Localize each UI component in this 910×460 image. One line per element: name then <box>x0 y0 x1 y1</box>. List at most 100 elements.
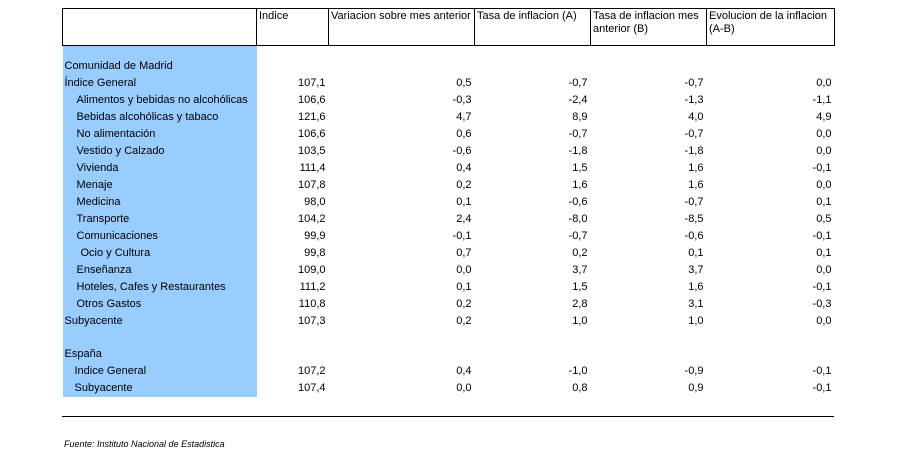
row-label: No alimentación <box>62 126 257 143</box>
evolucion-value: -1,1 <box>812 94 832 106</box>
tasa-a-value: -0,7 <box>568 230 588 242</box>
table-row: Transporte 104,2 2,4 -8,0 -8,5 0,5 <box>62 211 835 228</box>
tasa-a-value: 2,8 <box>572 298 588 310</box>
tasa-b-value: -0,9 <box>684 365 704 377</box>
spacer-row <box>62 45 835 58</box>
variacion-value: 0,1 <box>456 196 472 208</box>
section-title-row: España <box>62 346 835 363</box>
table-bottom-rule <box>62 416 834 417</box>
indice-value: 98,0 <box>304 196 326 208</box>
tasa-b-value: 4,0 <box>688 111 704 123</box>
indice-value: 109,0 <box>297 264 326 276</box>
tasa-a-value: 1,6 <box>572 179 588 191</box>
evolucion-value: 4,9 <box>816 111 832 123</box>
table-row: Enseñanza 109,0 0,0 3,7 3,7 0,0 <box>62 262 835 279</box>
evolucion-value: -0,1 <box>812 162 832 174</box>
table-row: Bebidas alcohólicas y tabaco 121,6 4,7 8,9 4… <box>62 109 835 126</box>
row-label: Vivienda <box>62 160 257 177</box>
header-evolucion: Evolucion de la inflacion (A-B) <box>706 8 835 46</box>
table-row: No alimentación 106,6 0,6 -0,7 -0,7 0,0 <box>62 126 835 143</box>
variacion-value: 2,4 <box>456 213 472 225</box>
evolucion-value: 0,0 <box>816 264 832 276</box>
indice-value: 107,1 <box>297 77 326 89</box>
evolucion-value: 0,0 <box>816 128 832 140</box>
evolucion-value: -0,1 <box>812 382 832 394</box>
variacion-value: 0,1 <box>456 281 472 293</box>
tasa-b-value: -8,5 <box>684 213 704 225</box>
row-label: Indice General <box>62 363 257 380</box>
row-label: Vestido y Calzado <box>62 143 257 160</box>
header-row: Indice Variacion sobre mes anterior Tasa… <box>62 8 835 46</box>
tasa-a-value: 0,8 <box>572 382 588 394</box>
indice-value: 111,2 <box>299 281 326 293</box>
variacion-value: 4,7 <box>456 111 472 123</box>
table-row: Alimentos y bebidas no alcohólicas 106,6 -… <box>62 92 835 109</box>
table-row: Otros Gastos 110,8 0,2 2,8 3,1 -0,3 <box>62 296 835 313</box>
evolucion-value: -0,1 <box>812 365 832 377</box>
variacion-value: 0,0 <box>456 264 472 276</box>
table-row: Menaje 107,8 0,2 1,6 1,6 0,0 <box>62 177 835 194</box>
header-tasa-b: Tasa de inflacion mes anterior (B) <box>590 8 707 46</box>
row-label: Subyacente <box>62 380 257 397</box>
table-row: Vestido y Calzado 103,5 -0,6 -1,8 -1,8 0,0 <box>62 143 835 160</box>
spacer-row <box>62 330 835 346</box>
table-row: Subyacente 107,3 0,2 1,0 1,0 0,0 <box>62 313 835 330</box>
table-row: Índice General 107,1 0,5 -0,7 -0,7 0,0 <box>62 75 835 92</box>
header-blank-cell <box>62 8 257 46</box>
evolucion-value: -0,1 <box>812 281 832 293</box>
row-label: Menaje <box>62 177 257 194</box>
evolucion-value: 0,0 <box>816 145 832 157</box>
tasa-b-value: -0,6 <box>684 230 704 242</box>
section-title-madrid: Comunidad de Madrid <box>62 58 257 75</box>
evolucion-value: 0,1 <box>816 247 832 259</box>
variacion-value: 0,0 <box>456 382 472 394</box>
row-label: Índice General <box>62 75 257 92</box>
row-label: Enseñanza <box>62 262 257 279</box>
tasa-b-value: 0,9 <box>688 382 704 394</box>
indice-value: 106,6 <box>297 94 326 106</box>
variacion-value: 0,4 <box>456 365 472 377</box>
evolucion-value: -0,1 <box>812 230 832 242</box>
row-label: Hoteles, Cafes y Restaurantes <box>62 279 257 296</box>
table-row: Indice General 107,2 0,4 -1,0 -0,9 -0,1 <box>62 363 835 380</box>
variacion-value: 0,2 <box>456 315 472 327</box>
row-label: Otros Gastos <box>62 296 257 313</box>
row-label: Medicina <box>62 194 257 211</box>
tasa-a-value: 3,7 <box>572 264 588 276</box>
tasa-a-value: -1,8 <box>568 145 588 157</box>
row-label: Subyacente <box>62 313 257 330</box>
source-note: Fuente: Instituto Nacional de Estadistic… <box>64 439 225 449</box>
table-row: Subyacente 107,4 0,0 0,8 0,9 -0,1 <box>62 380 835 397</box>
evolucion-value: 0,0 <box>816 179 832 191</box>
variacion-value: -0,1 <box>452 230 472 242</box>
indice-value: 106,6 <box>297 128 326 140</box>
indice-value: 121,6 <box>297 111 326 123</box>
tasa-a-value: 1,0 <box>572 315 588 327</box>
tasa-b-value: -1,8 <box>684 145 704 157</box>
tasa-b-value: 1,0 <box>688 315 704 327</box>
evolucion-value: 0,1 <box>816 196 832 208</box>
inflation-table: Indice Variacion sobre mes anterior Tasa… <box>62 8 835 397</box>
section-title-espana: España <box>62 346 257 363</box>
indice-value: 107,3 <box>297 315 326 327</box>
tasa-b-value: 1,6 <box>688 179 704 191</box>
tasa-a-value: -0,6 <box>568 196 588 208</box>
variacion-value: 0,5 <box>456 77 472 89</box>
variacion-value: -0,3 <box>452 94 472 106</box>
indice-value: 103,5 <box>297 145 326 157</box>
tasa-b-value: -0,7 <box>684 128 704 140</box>
table-row: Hoteles, Cafes y Restaurantes 111,2 0,1 1,5… <box>62 279 835 296</box>
spacer-label-cell <box>62 330 257 346</box>
variacion-value: 0,2 <box>456 179 472 191</box>
tasa-b-value: 3,7 <box>688 264 704 276</box>
variacion-value: 0,2 <box>456 298 472 310</box>
row-label: Ocio y Cultura <box>62 245 257 262</box>
tasa-b-value: 1,6 <box>688 162 704 174</box>
header-indice: Indice <box>256 8 329 46</box>
table-body: Comunidad de Madrid Índice General 107,1 0… <box>62 45 835 397</box>
tasa-b-value: 0,1 <box>688 247 704 259</box>
tasa-b-value: 1,6 <box>688 281 704 293</box>
indice-value: 107,4 <box>297 382 326 394</box>
indice-value: 107,8 <box>297 179 326 191</box>
indice-value: 104,2 <box>297 213 326 225</box>
